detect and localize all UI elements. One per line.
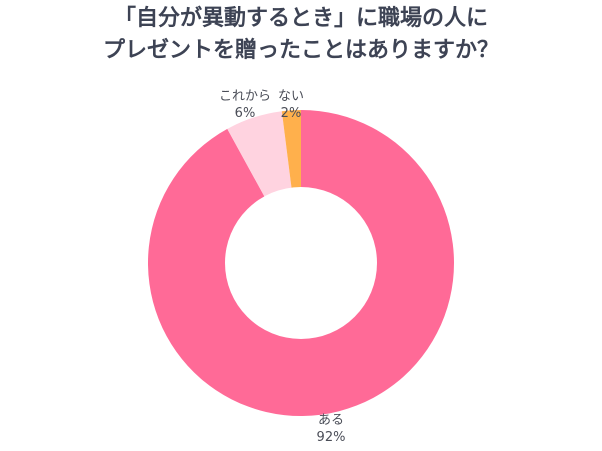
- slice-label-name: ある: [317, 413, 344, 428]
- chart-title-line-1: 「自分が異動するとき」に職場の人に: [113, 6, 488, 31]
- slice-label-nai: ない 2%: [278, 88, 304, 122]
- slice-label-aru: ある 92%: [317, 412, 346, 446]
- donut-hole: [225, 187, 377, 339]
- slice-label-value: 2%: [280, 106, 302, 121]
- chart-title-line-2: プレゼントを贈ったことはありますか？: [102, 38, 499, 63]
- slice-label-value: 6%: [234, 106, 256, 121]
- slice-label-value: 92%: [316, 430, 346, 445]
- slice-label-korekara: これから 6%: [219, 88, 271, 122]
- slice-label-name: これから: [218, 89, 272, 104]
- slice-label-name: ない: [277, 89, 305, 104]
